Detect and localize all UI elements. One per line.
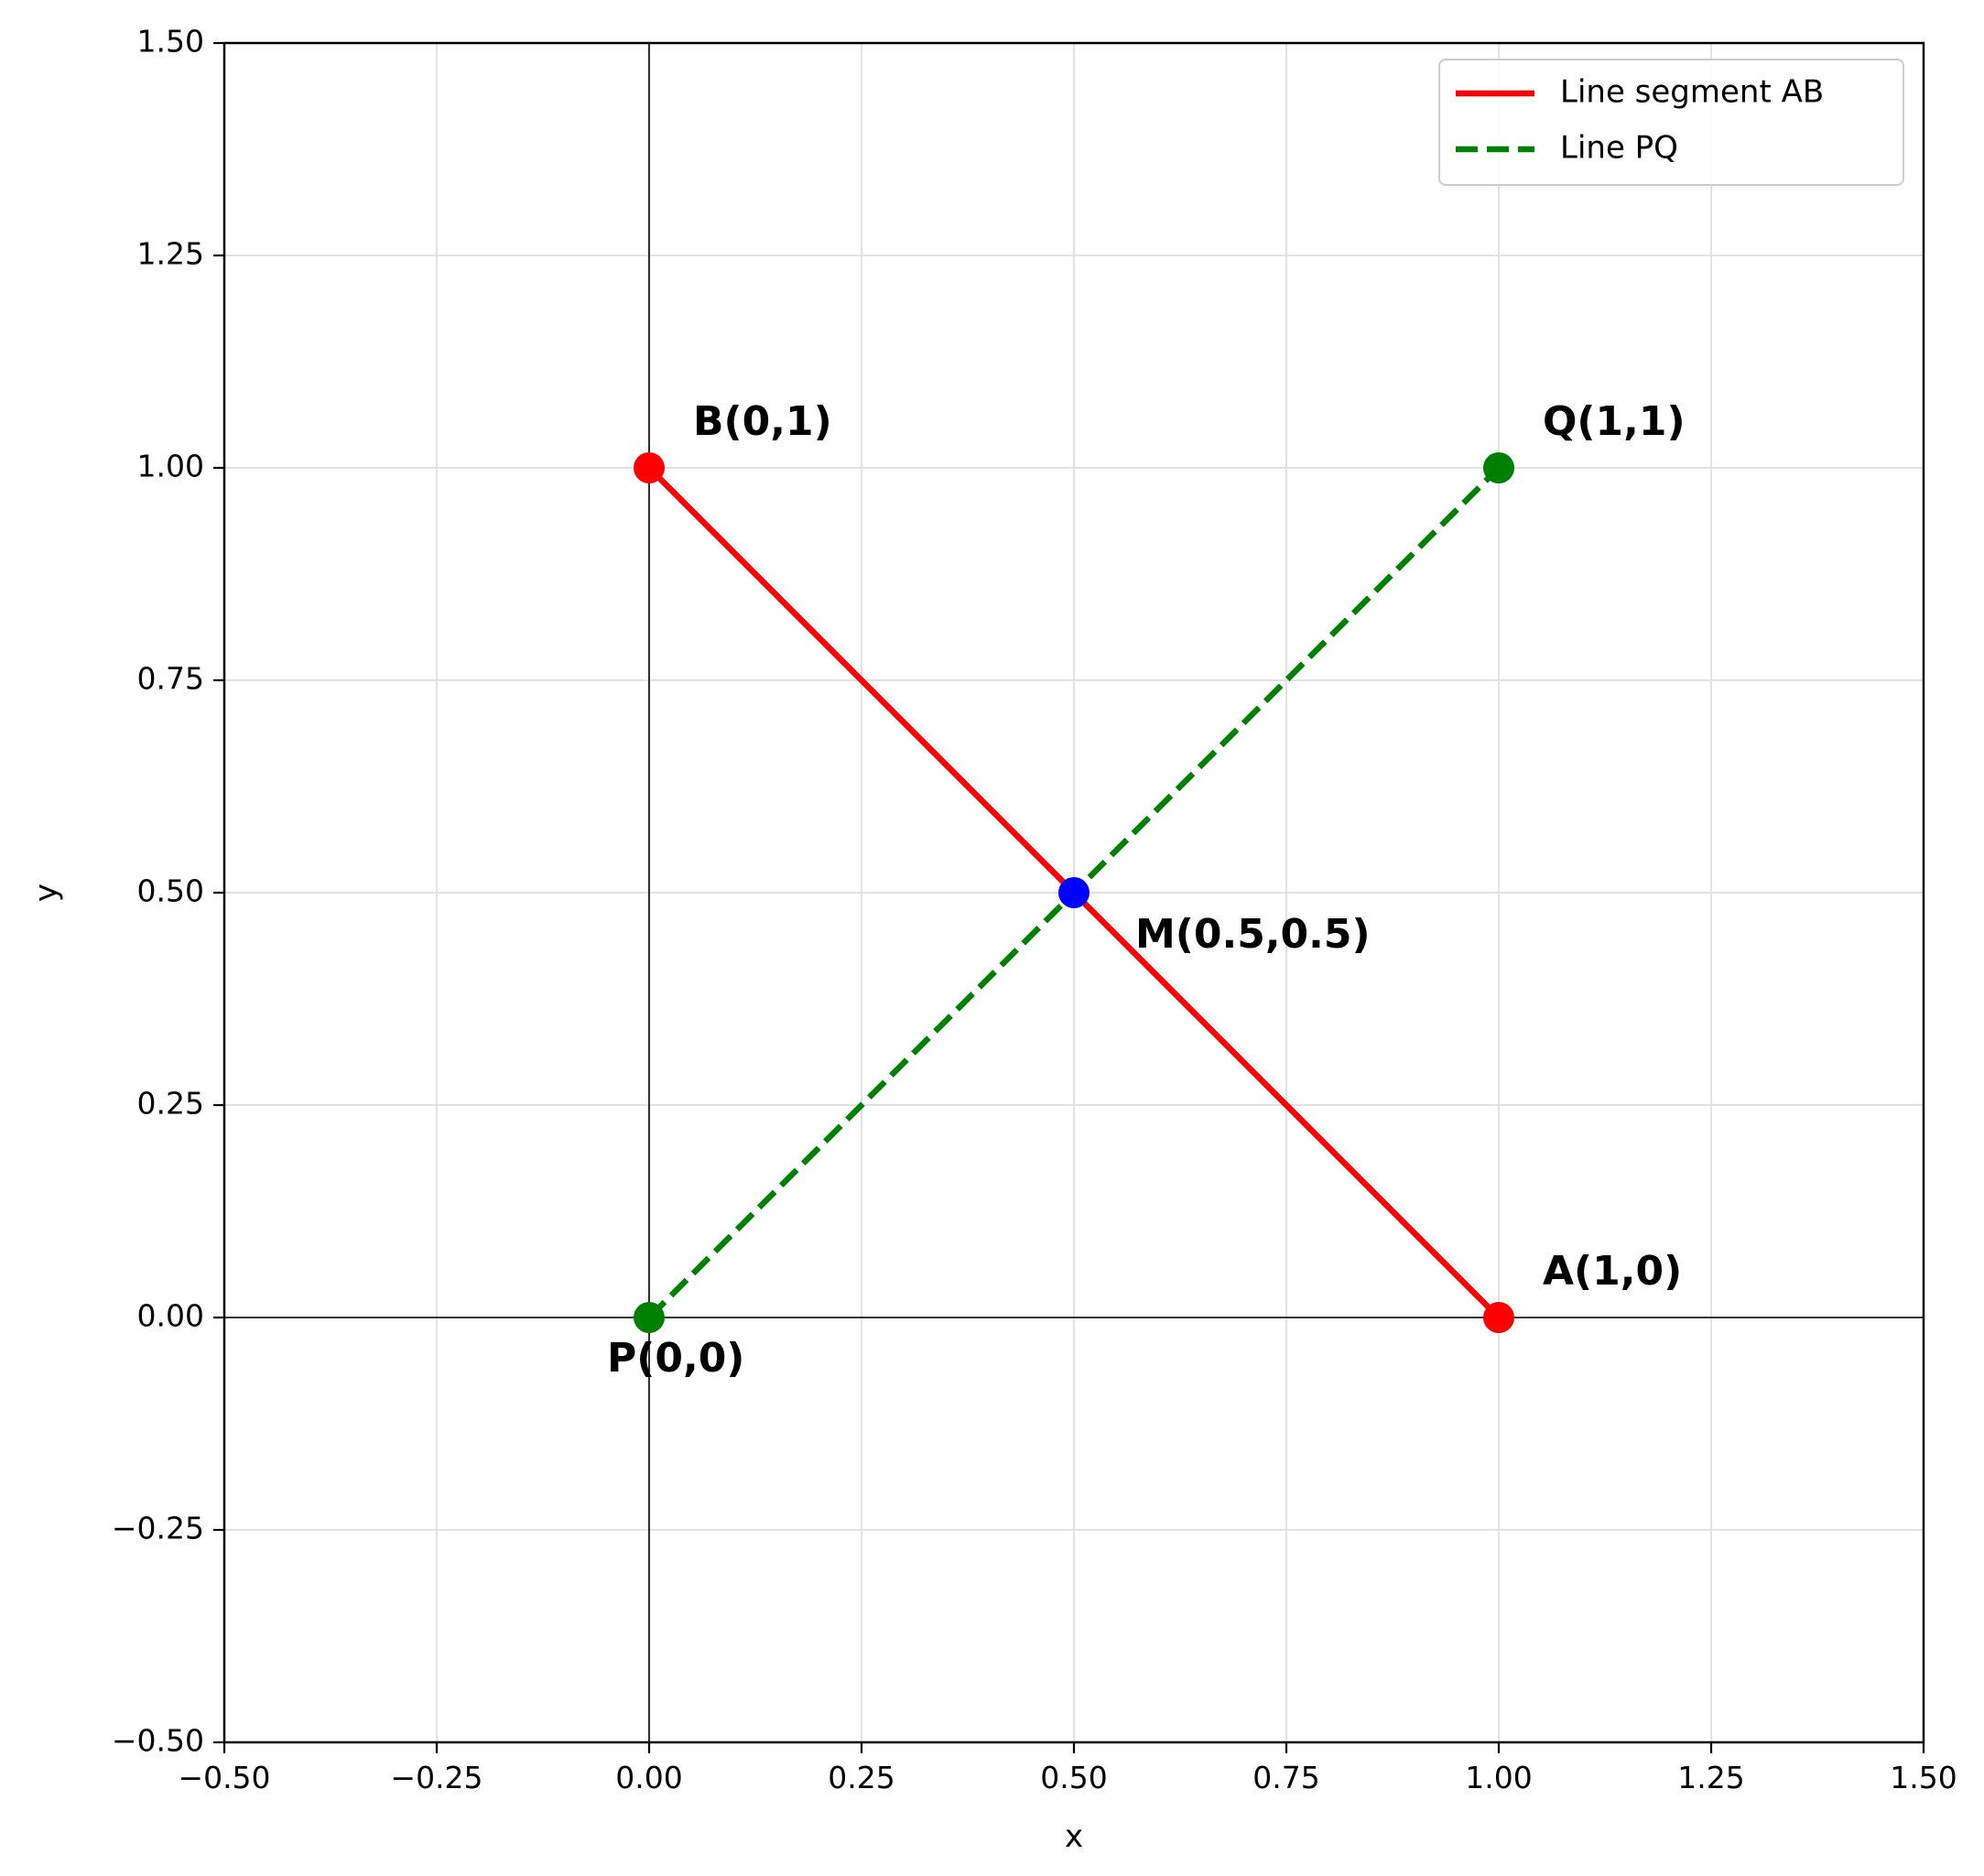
y-tick-label: 1.50	[137, 24, 204, 60]
point-marker-b	[634, 452, 665, 483]
y-tick-label: 1.00	[137, 449, 204, 484]
ticks: −0.50 −0.25 0.00 0.25 0.50 0.75 1.00 1.25 1.50 −0…	[112, 24, 1957, 1796]
point-label-p: P(0,0)	[607, 1335, 744, 1382]
y-tick-label: −0.25	[112, 1511, 204, 1546]
point-label-q: Q(1,1)	[1543, 398, 1686, 445]
point-marker-q	[1483, 452, 1514, 483]
point-marker-m	[1058, 877, 1090, 908]
x-tick-label: 0.50	[1040, 1760, 1107, 1795]
y-tick-label: −0.50	[112, 1723, 204, 1759]
point-marker-p	[634, 1302, 665, 1333]
x-tick-label: 1.50	[1890, 1760, 1957, 1795]
y-tick-label: 0.00	[137, 1298, 204, 1334]
x-axis-label: x	[1065, 1818, 1083, 1855]
points	[634, 452, 1514, 1333]
point-marker-a	[1483, 1302, 1514, 1333]
y-axis-label: y	[28, 884, 65, 902]
legend-label-2: Line PQ	[1560, 130, 1678, 167]
legend: Line segment AB Line PQ	[1438, 59, 1904, 186]
point-labels: A(1,0) B(0,1) P(0,0) Q(1,1) M(0.5,0.5)	[607, 398, 1686, 1382]
y-tick-label: 0.25	[137, 1086, 204, 1122]
x-tick-label: −0.50	[178, 1760, 270, 1795]
point-label-m: M(0.5,0.5)	[1135, 911, 1371, 958]
x-tick-label: 0.00	[615, 1760, 682, 1795]
y-tick-label: 0.50	[137, 873, 204, 909]
x-tick-label: 0.25	[828, 1760, 894, 1795]
x-tick-label: 1.00	[1465, 1760, 1532, 1795]
reference-lines	[224, 43, 1924, 1742]
x-tick-label: 1.25	[1677, 1760, 1744, 1795]
point-label-b: B(0,1)	[693, 398, 832, 445]
y-tick-label: 0.75	[137, 661, 204, 697]
legend-label-1: Line segment AB	[1560, 74, 1824, 111]
x-tick-label: 0.75	[1252, 1760, 1319, 1795]
y-tick-label: 1.25	[137, 236, 204, 272]
point-label-a: A(1,0)	[1543, 1248, 1682, 1295]
x-tick-label: −0.25	[390, 1760, 482, 1795]
legend-box	[1438, 59, 1904, 186]
